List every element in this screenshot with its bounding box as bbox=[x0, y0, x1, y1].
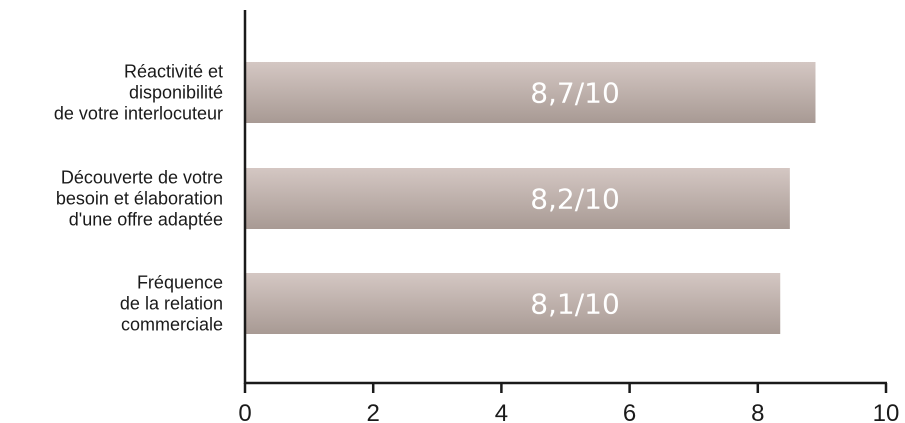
category-label-line: Découverte de votre bbox=[61, 168, 223, 188]
category-label-1: Réactivité et disponibilité de votre inter… bbox=[54, 62, 223, 124]
bar-1 bbox=[245, 62, 816, 123]
category-label-3: Fréquence de la relation commerciale bbox=[120, 273, 223, 335]
data-label-2: 8,2/10 bbox=[530, 183, 620, 216]
data-label-3: 8,1/10 bbox=[530, 288, 620, 321]
x-tick-label-2: 2 bbox=[367, 400, 380, 423]
bars-group: 8,7/10 8,2/10 8,1/10 bbox=[245, 62, 816, 334]
category-label-line: Fréquence bbox=[137, 273, 223, 293]
category-label-line: d'une offre adaptée bbox=[69, 210, 223, 230]
bar-3 bbox=[245, 273, 781, 334]
bar-2 bbox=[245, 168, 790, 229]
x-ticks: 0 2 4 6 8 10 bbox=[238, 383, 899, 423]
category-label-line: de votre interlocuteur bbox=[54, 104, 223, 124]
axes-group bbox=[243, 10, 887, 385]
category-label-line: Réactivité et bbox=[124, 62, 223, 82]
x-tick-label-10: 10 bbox=[873, 400, 900, 423]
data-label-1: 8,7/10 bbox=[530, 77, 620, 110]
category-label-line: besoin et élaboration bbox=[56, 189, 223, 209]
category-label-line: de la relation bbox=[120, 294, 223, 314]
category-label-line: commerciale bbox=[121, 315, 223, 335]
x-tick-label-4: 4 bbox=[495, 400, 508, 423]
x-tick-label-8: 8 bbox=[751, 400, 764, 423]
category-label-line: disponibilité bbox=[129, 83, 223, 103]
category-labels: Réactivité et disponibilité de votre inter… bbox=[54, 62, 223, 335]
x-tick-label-0: 0 bbox=[238, 400, 251, 423]
x-tick-label-6: 6 bbox=[623, 400, 636, 423]
category-label-2: Découverte de votre besoin et élaboration… bbox=[56, 168, 223, 230]
